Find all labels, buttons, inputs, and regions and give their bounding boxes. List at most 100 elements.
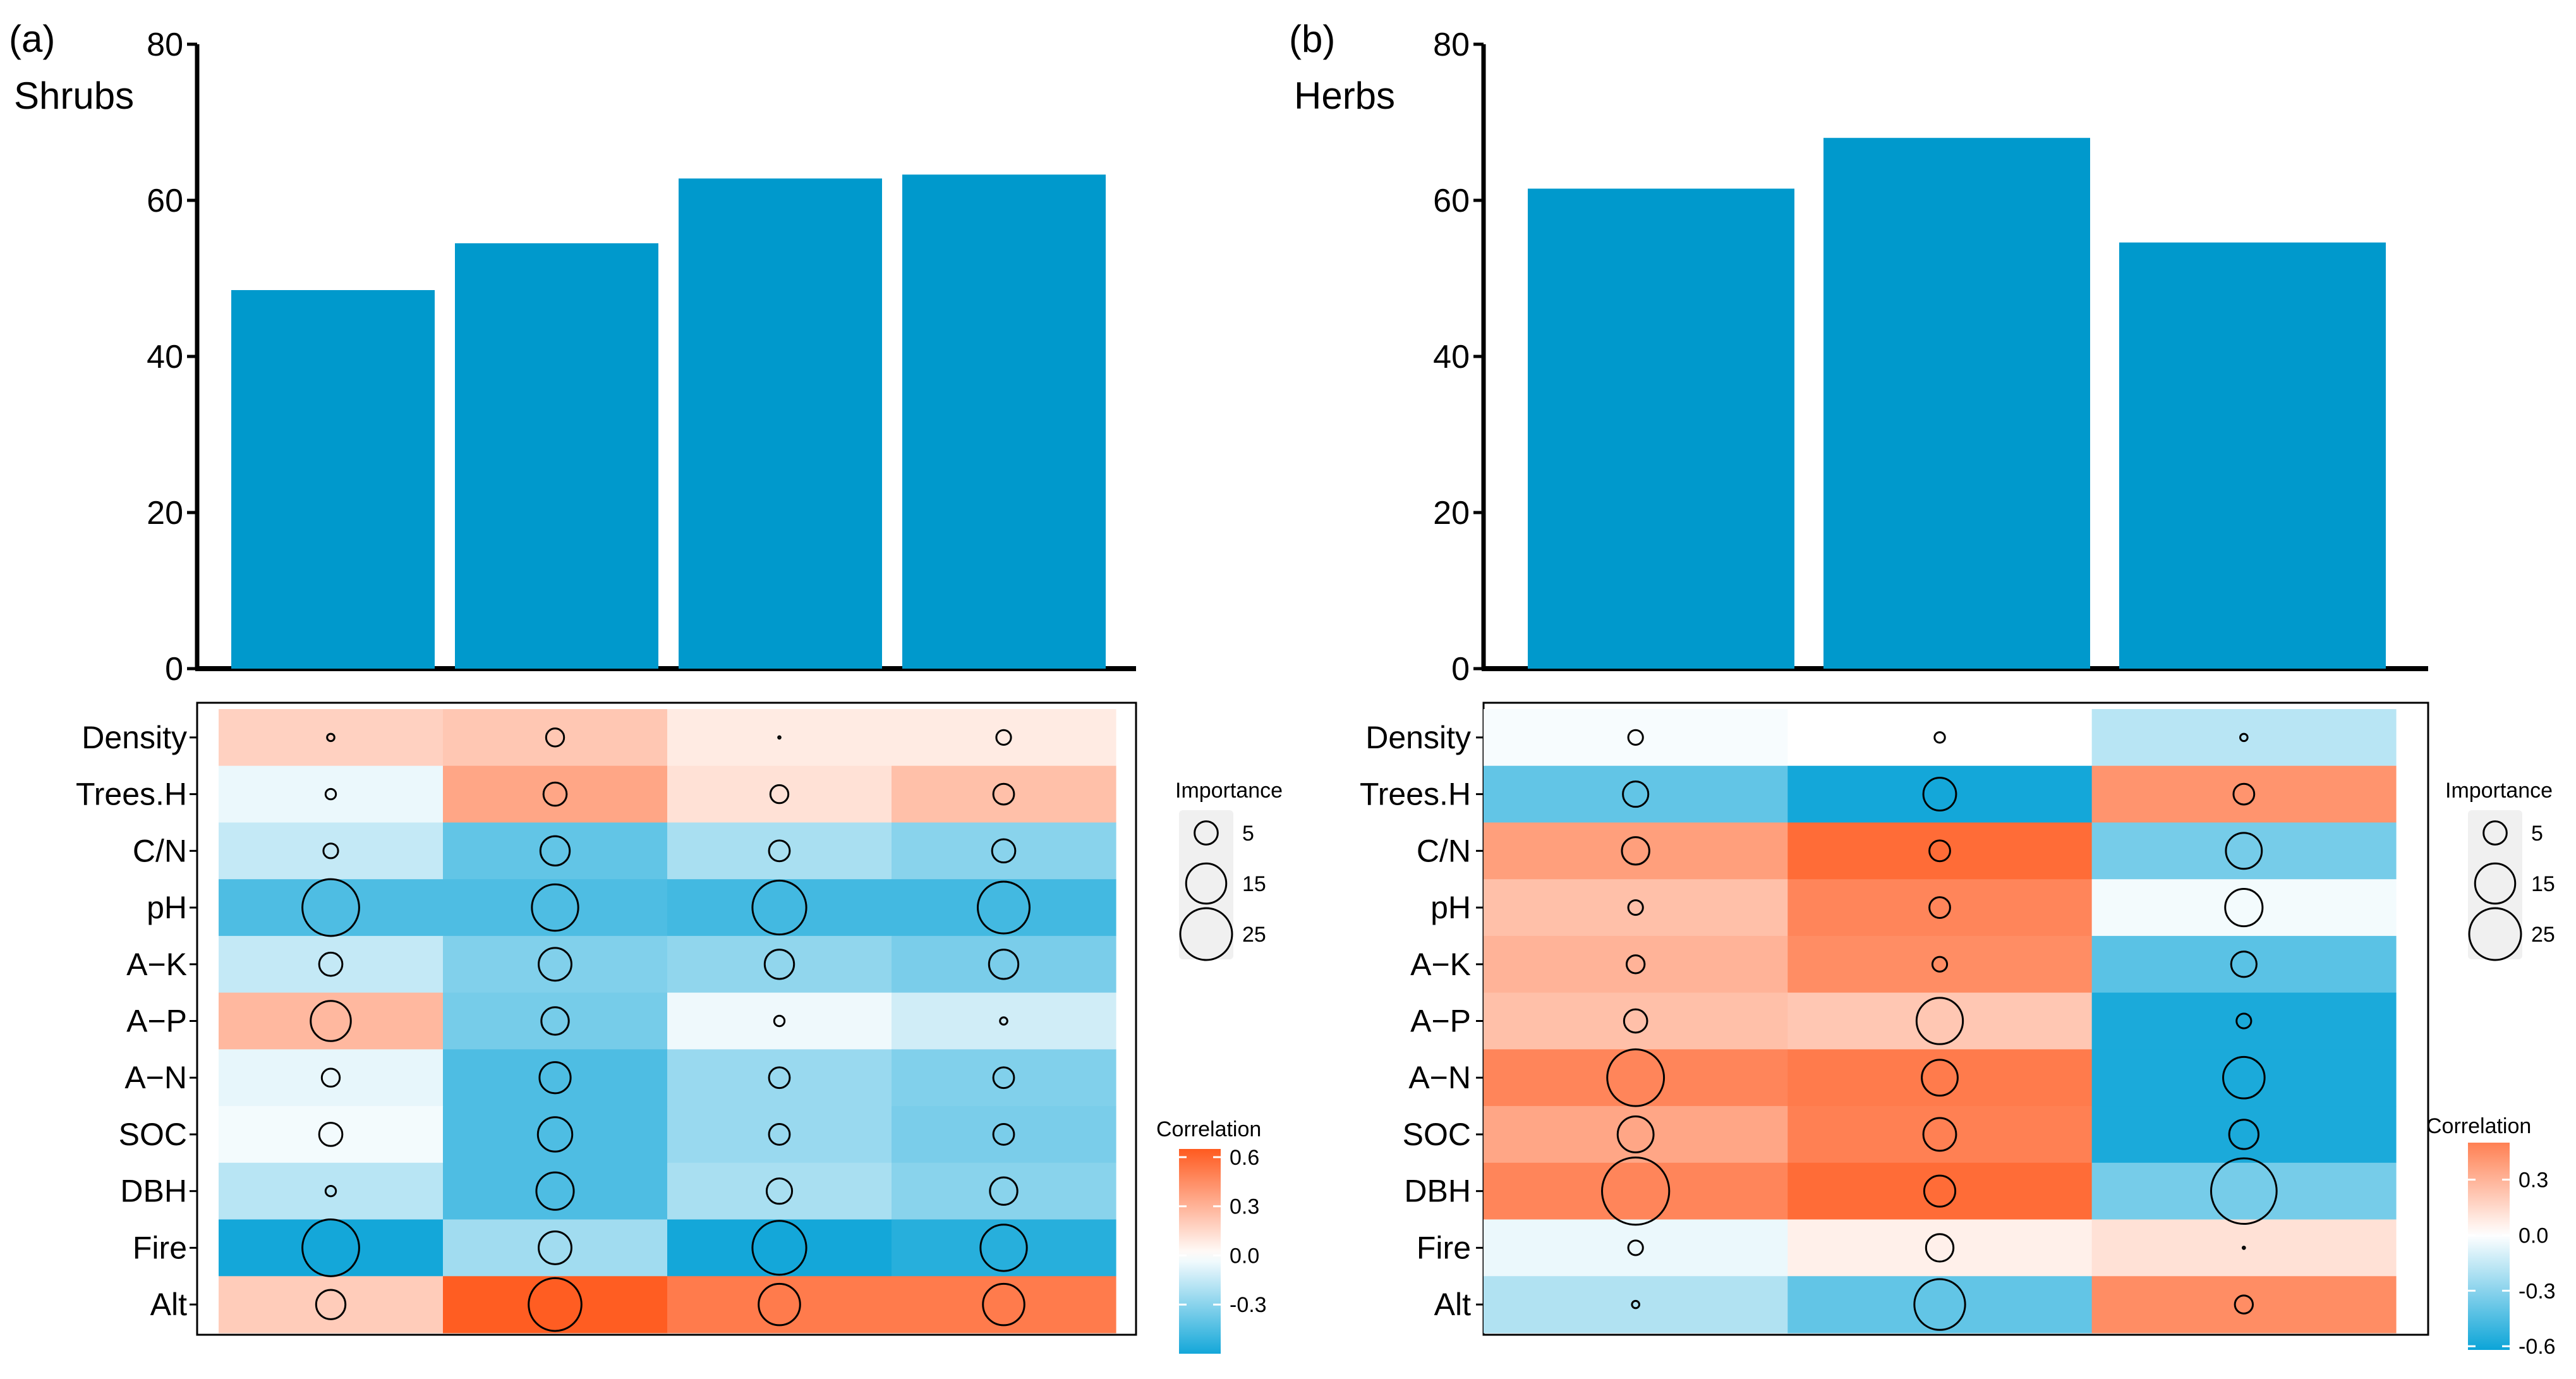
importance-circle xyxy=(535,1171,575,1211)
row-label: A−P xyxy=(1410,1004,1471,1039)
bar-3 xyxy=(679,178,882,669)
importance-circle xyxy=(763,949,795,980)
row-label: Trees.H xyxy=(76,777,187,812)
heatmap-cell xyxy=(1787,765,2093,823)
importance-circle xyxy=(768,839,791,863)
importance-circle xyxy=(318,1122,344,1147)
heatmap-cell xyxy=(1484,992,1788,1050)
heatmap-cell xyxy=(892,935,1116,993)
importance-circle xyxy=(301,1218,360,1277)
heatmap-cell xyxy=(443,992,668,1050)
importance-circle xyxy=(768,1066,791,1090)
importance-circle xyxy=(977,880,1031,935)
importance-circle xyxy=(531,883,579,932)
heatmap-cell xyxy=(1787,1106,2093,1163)
correlation-legend-title: Correlation xyxy=(2426,1114,2531,1138)
importance-legend-circle xyxy=(2468,907,2522,961)
importance-circle xyxy=(2235,1012,2252,1030)
importance-circle xyxy=(765,1177,794,1205)
panel-a-legends: Importance 5 15 25 Correlation 0.6 0.3 0.0 -0.3 xyxy=(1156,779,1283,1354)
heatmap-cell xyxy=(443,822,668,880)
heatmap-cell xyxy=(219,1162,444,1220)
importance-circle xyxy=(2239,732,2249,743)
heatmap-cell xyxy=(219,1219,444,1277)
importance-circle xyxy=(988,949,1020,980)
heatmap-cell xyxy=(1787,1162,2093,1220)
row-label: Alt xyxy=(1434,1287,1471,1322)
importance-legend-circle xyxy=(1185,862,1228,905)
importance-circle xyxy=(1616,1115,1655,1153)
row-label: SOC xyxy=(119,1117,187,1152)
importance-circle xyxy=(310,1000,352,1042)
importance-circle xyxy=(324,787,337,801)
importance-circle xyxy=(2241,1246,2246,1250)
importance-circle xyxy=(992,1123,1015,1146)
importance-circle xyxy=(1933,731,1946,744)
panel-b: (b) Herbs 0 20 40 60 80 Density Trees.H C/N pH A… xyxy=(1289,18,2556,1359)
importance-circle xyxy=(1925,1233,1955,1263)
importance-legend-label: 15 xyxy=(2531,872,2555,896)
importance-circle xyxy=(751,879,807,936)
panel-b-label: (b) xyxy=(1289,18,1335,60)
y-tick-label: 40 xyxy=(1433,339,1470,375)
importance-circle xyxy=(1631,1299,1640,1309)
importance-circle xyxy=(1621,836,1650,866)
correlation-colorbar xyxy=(1179,1149,1221,1354)
importance-circle xyxy=(989,1176,1019,1206)
heatmap-cell xyxy=(219,879,444,937)
row-label: Density xyxy=(1365,720,1471,755)
y-tick-label: 20 xyxy=(147,495,183,532)
y-tick-label: 80 xyxy=(147,27,183,63)
importance-circle xyxy=(1622,781,1650,808)
importance-circle xyxy=(322,842,339,860)
heatmap-cell xyxy=(892,822,1116,880)
importance-circle xyxy=(1913,1278,1966,1331)
row-label: SOC xyxy=(1403,1117,1471,1152)
heatmap-cell xyxy=(1484,1049,1788,1107)
importance-legend-label: 5 xyxy=(2531,822,2543,846)
heatmap-cell xyxy=(219,935,444,993)
importance-circle xyxy=(320,1067,341,1088)
importance-circle xyxy=(2224,887,2264,928)
y-tick-label: 0 xyxy=(165,651,183,688)
heatmap-cell xyxy=(1484,1276,1788,1333)
importance-circle xyxy=(2228,1119,2260,1150)
heatmap-cell xyxy=(1484,1162,1788,1220)
heatmap-cell xyxy=(892,879,1116,937)
heatmap-cell xyxy=(2091,822,2397,880)
heatmap-cell xyxy=(219,765,444,823)
panel-a-heatmap: Density Trees.H C/N pH A−K A−P A−N SOC DBH Fire Al… xyxy=(76,702,1137,1336)
heatmap-cell xyxy=(219,822,444,880)
heatmap-cell xyxy=(892,1219,1116,1277)
heatmap-cell xyxy=(892,1276,1116,1333)
importance-circle xyxy=(2232,782,2256,806)
importance-circle xyxy=(1922,777,1957,812)
importance-circle xyxy=(326,732,336,743)
importance-circle xyxy=(2230,951,2258,978)
heatmap-cell xyxy=(667,1276,892,1333)
panel-a: (a) Shrubs 0 20 40 60 80 Density Trees.H C/N pH… xyxy=(9,18,1283,1354)
heatmap-cell xyxy=(443,765,668,823)
y-tick-label: 60 xyxy=(147,183,183,219)
importance-circle xyxy=(538,1230,572,1265)
heatmap-cell xyxy=(443,709,668,767)
row-label: DBH xyxy=(1404,1174,1471,1209)
row-label: C/N xyxy=(133,833,187,868)
colorbar-tick-label: 0.0 xyxy=(2519,1224,2548,1248)
row-label: Fire xyxy=(133,1230,187,1265)
row-label: pH xyxy=(1430,890,1471,925)
heatmap-cell xyxy=(2091,1106,2397,1163)
heatmap-cell xyxy=(2091,1276,2397,1333)
heatmap-cell xyxy=(667,1162,892,1220)
colorbar-tick-label: -0.6 xyxy=(2519,1335,2556,1359)
importance-circle xyxy=(1915,997,1964,1045)
heatmap-cell xyxy=(892,765,1116,823)
heatmap-cell xyxy=(1787,822,2093,880)
importance-circle xyxy=(1931,956,1949,973)
heatmap-cell xyxy=(667,1049,892,1107)
correlation-colorbar xyxy=(2468,1143,2510,1350)
heatmap-cell xyxy=(892,1106,1116,1163)
heatmap-cell xyxy=(1484,822,1788,880)
y-tick-label: 0 xyxy=(1451,651,1470,688)
importance-legend-label: 15 xyxy=(1242,872,1266,896)
